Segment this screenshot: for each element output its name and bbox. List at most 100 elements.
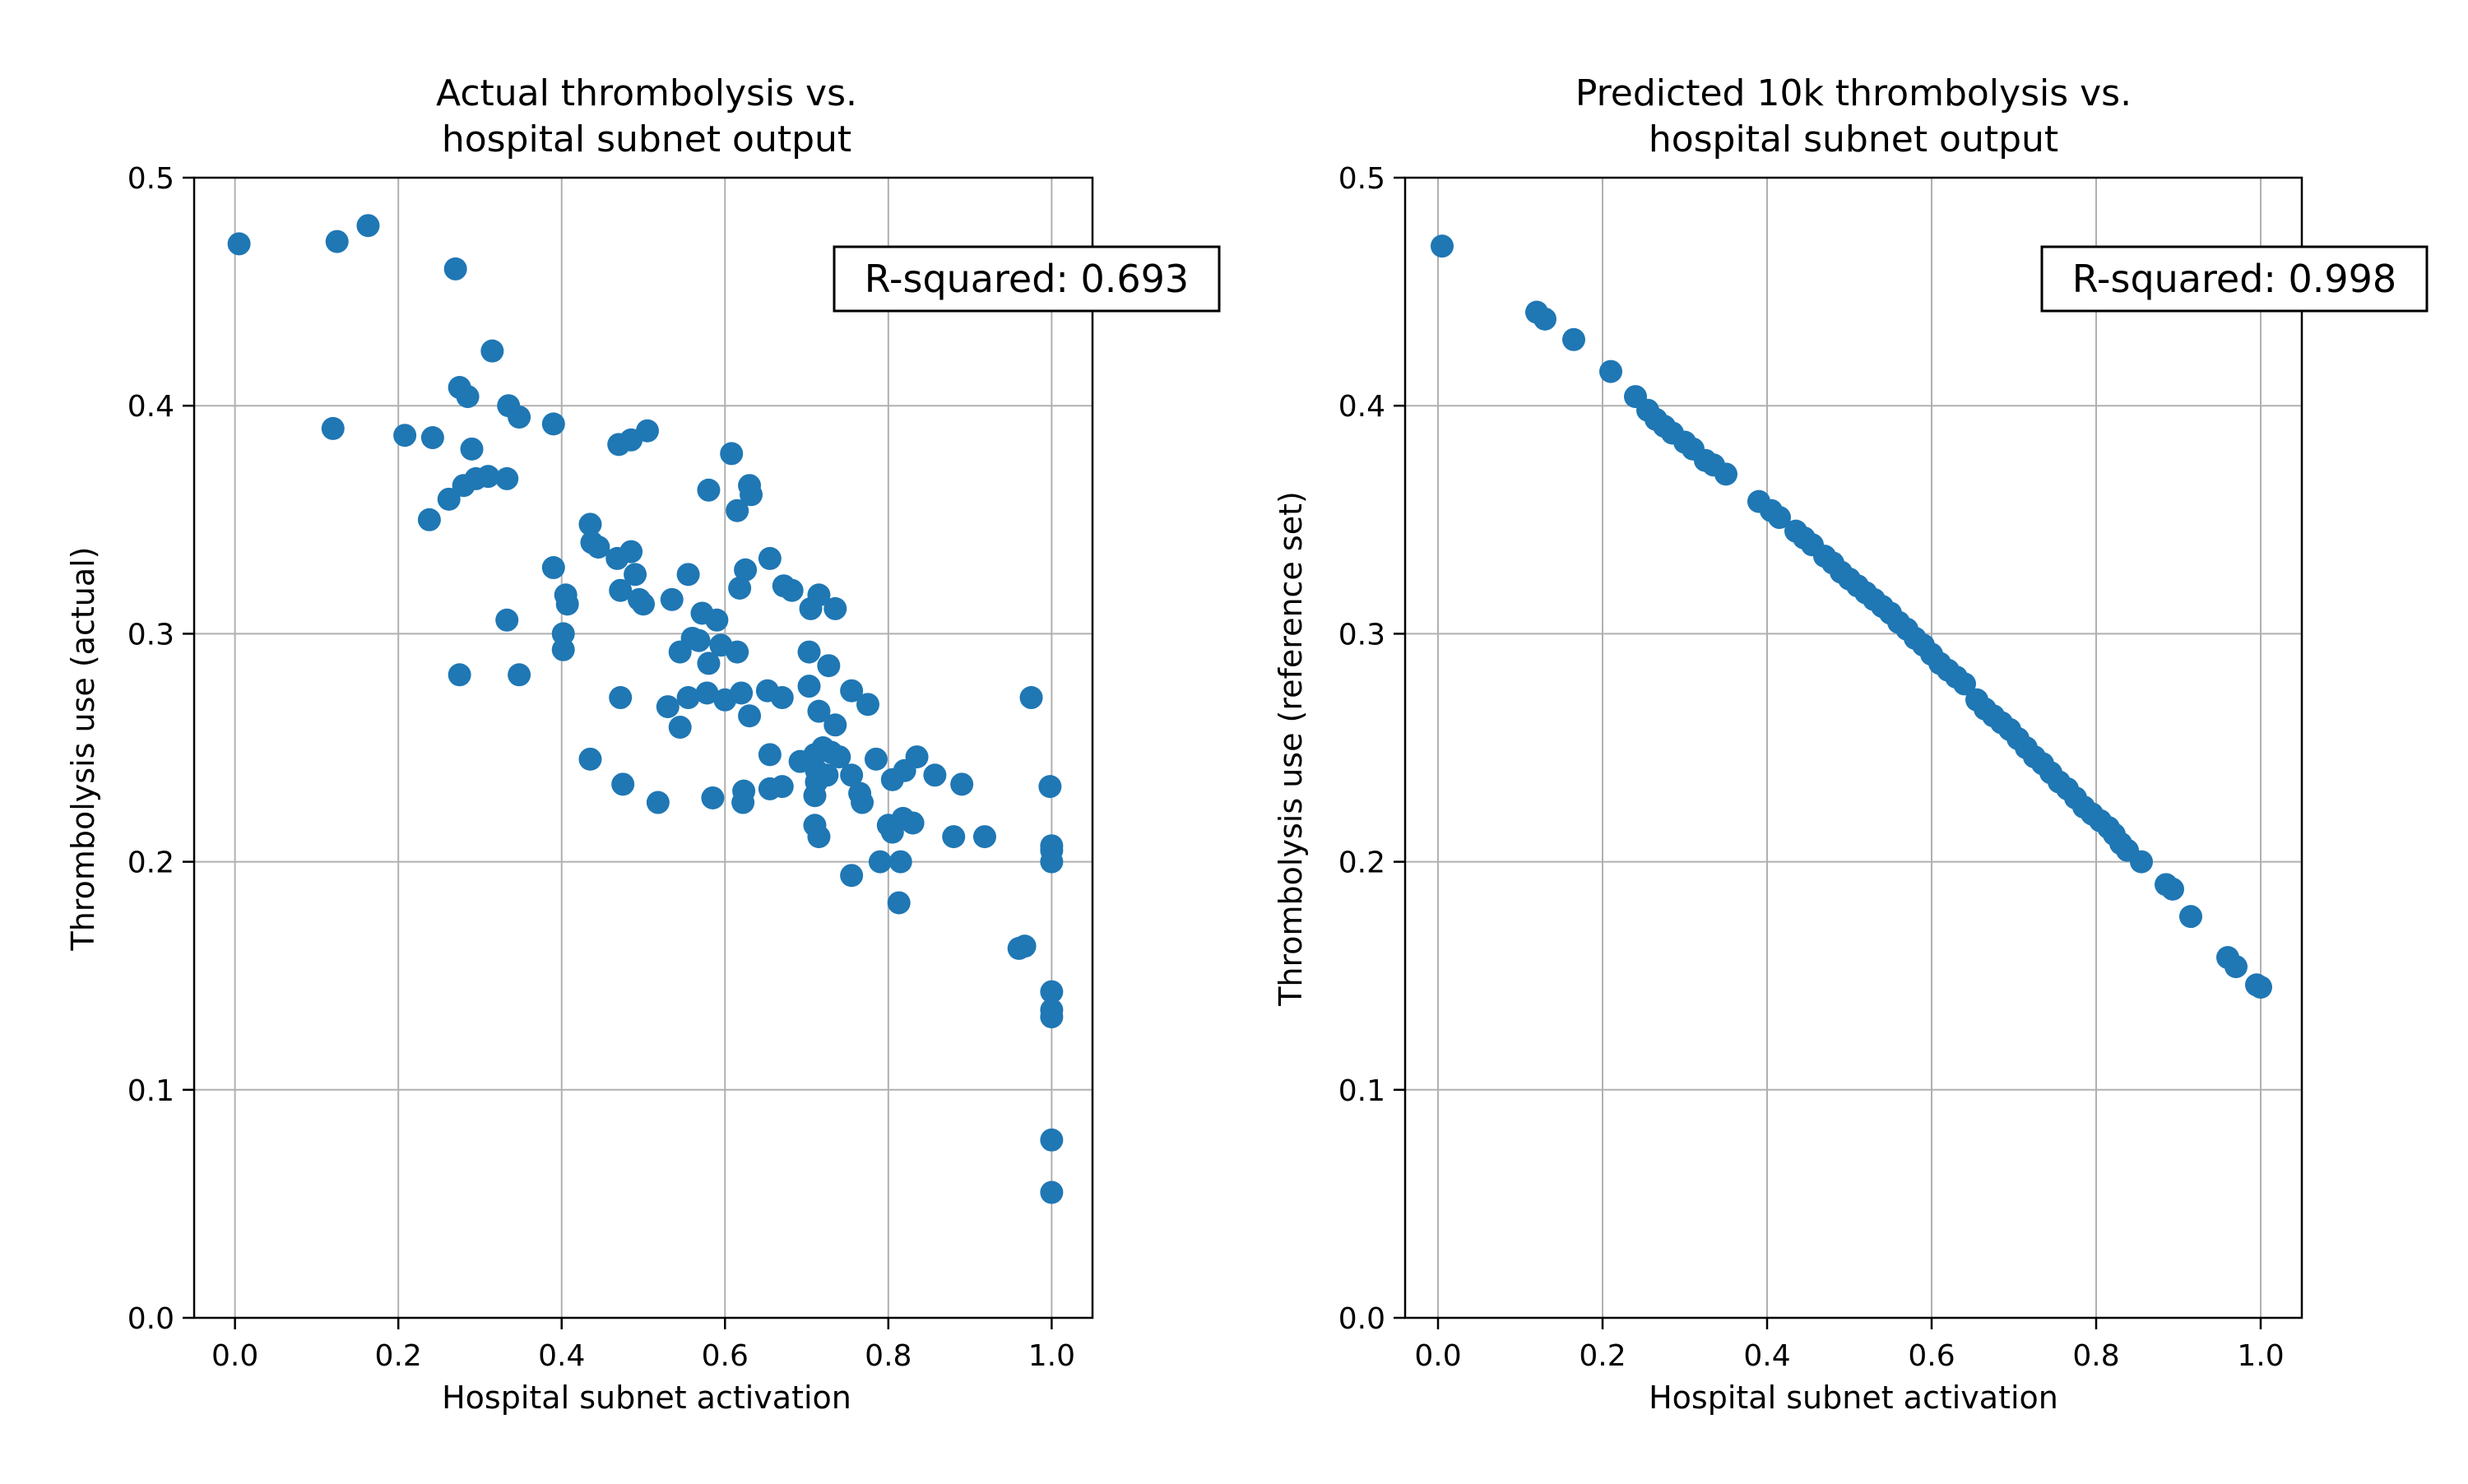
left-x-tick-label: 0.4 bbox=[538, 1339, 585, 1373]
left-chart-title-line2: hospital subnet output bbox=[442, 118, 851, 160]
left-data-point bbox=[1040, 1128, 1064, 1152]
left-data-point bbox=[611, 772, 635, 796]
left-data-point bbox=[555, 592, 579, 616]
left-x-tick-label: 1.0 bbox=[1028, 1339, 1075, 1373]
left-data-point bbox=[797, 675, 821, 698]
left-data-point bbox=[1040, 980, 1064, 1004]
left-data-point bbox=[942, 825, 966, 849]
left-data-point bbox=[823, 713, 847, 737]
left-x-tick-label: 0.2 bbox=[375, 1339, 422, 1373]
left-data-point bbox=[923, 763, 947, 787]
left-data-point bbox=[393, 424, 417, 448]
right-r-squared-annotation: R-squared: 0.998 bbox=[2040, 245, 2429, 313]
right-x-tick-label: 1.0 bbox=[2237, 1339, 2284, 1373]
right-y-tick-label: 0.2 bbox=[1338, 846, 1385, 880]
left-data-point bbox=[578, 512, 602, 536]
right-y-tick-label: 0.4 bbox=[1338, 390, 1385, 424]
left-data-point bbox=[1038, 775, 1062, 799]
left-r-squared-annotation: R-squared: 0.693 bbox=[833, 245, 1221, 313]
right-r-squared-box bbox=[2040, 245, 2429, 313]
left-data-point bbox=[609, 686, 633, 710]
left-y-tick-label: 0.2 bbox=[128, 846, 174, 880]
left-x-axis-label: Hospital subnet activation bbox=[442, 1380, 851, 1416]
left-data-point bbox=[840, 679, 864, 703]
right-data-point bbox=[2249, 976, 2272, 999]
left-data-point bbox=[905, 745, 929, 769]
left-data-point bbox=[697, 478, 721, 502]
left-data-points bbox=[227, 214, 1064, 1204]
left-data-point bbox=[437, 487, 461, 511]
left-data-point bbox=[758, 743, 782, 767]
left-data-point bbox=[417, 508, 441, 531]
left-data-point bbox=[840, 763, 864, 787]
right-data-point bbox=[1533, 307, 1556, 331]
left-data-point bbox=[619, 540, 643, 563]
left-data-point bbox=[476, 465, 500, 489]
left-data-point bbox=[807, 699, 831, 723]
left-data-point bbox=[676, 563, 700, 587]
left-data-point bbox=[726, 499, 749, 522]
left-y-tick-label: 0.0 bbox=[128, 1302, 174, 1336]
left-data-point bbox=[868, 850, 892, 874]
left-data-point bbox=[495, 466, 519, 490]
right-x-tick-label: 0.8 bbox=[2072, 1339, 2119, 1373]
left-data-point bbox=[901, 811, 925, 835]
left-data-point bbox=[635, 419, 659, 443]
left-y-tick-label: 0.3 bbox=[128, 618, 174, 652]
left-data-point bbox=[950, 772, 974, 796]
left-data-point bbox=[856, 693, 879, 716]
left-data-point bbox=[840, 864, 864, 888]
left-data-point bbox=[697, 652, 721, 675]
left-data-point bbox=[864, 747, 888, 771]
left-data-point bbox=[797, 640, 821, 664]
left-chart-panel: Actual thrombolysis vs. hospital subnet … bbox=[65, 72, 857, 1416]
left-x-tick-label: 0.8 bbox=[865, 1339, 912, 1373]
left-data-point bbox=[443, 257, 467, 281]
left-data-point bbox=[803, 784, 827, 808]
left-data-point bbox=[705, 608, 729, 632]
left-axes-frame bbox=[193, 176, 1094, 1319]
left-data-point bbox=[325, 230, 349, 253]
left-data-point bbox=[851, 791, 874, 814]
right-data-point bbox=[1714, 462, 1737, 486]
left-data-point bbox=[726, 640, 749, 664]
left-data-point bbox=[972, 825, 996, 849]
right-x-tick-label: 0.4 bbox=[1743, 1339, 1790, 1373]
left-data-point bbox=[888, 850, 912, 874]
left-data-point bbox=[551, 622, 575, 646]
right-y-axis-label: Thrombolysis use (reference set) bbox=[1273, 491, 1309, 1007]
left-data-point bbox=[227, 232, 251, 256]
left-x-tick-label: 0.6 bbox=[702, 1339, 749, 1373]
left-data-point bbox=[668, 640, 692, 664]
left-data-point bbox=[1013, 934, 1037, 958]
left-data-point bbox=[887, 891, 911, 915]
right-data-point bbox=[2161, 877, 2184, 901]
left-data-point bbox=[738, 704, 762, 728]
left-data-point bbox=[551, 638, 575, 661]
left-data-point bbox=[508, 663, 531, 687]
right-data-point bbox=[2179, 905, 2202, 929]
left-data-point bbox=[734, 558, 758, 582]
left-data-point bbox=[731, 791, 755, 814]
left-data-point bbox=[578, 747, 602, 771]
left-data-point bbox=[701, 786, 725, 809]
left-data-point bbox=[676, 686, 700, 710]
right-r-squared-text: R-squared: 0.998 bbox=[2072, 257, 2396, 301]
left-plot-area: 0.0 0.2 0.4 0.6 0.8 1.0 0.0 0.1 0.2 0.3 0.4 0.5 R-sq… bbox=[128, 162, 1221, 1373]
right-y-tick-label: 0.1 bbox=[1338, 1074, 1385, 1108]
left-data-point bbox=[1040, 850, 1064, 874]
right-data-point bbox=[1953, 672, 1976, 696]
left-data-point bbox=[770, 775, 794, 799]
left-data-point bbox=[695, 681, 719, 705]
left-data-point bbox=[720, 442, 744, 466]
left-data-point bbox=[1040, 1005, 1064, 1029]
left-data-point bbox=[609, 578, 633, 602]
left-data-point bbox=[780, 578, 804, 602]
left-data-point bbox=[420, 426, 444, 450]
left-data-point bbox=[730, 681, 754, 705]
left-data-point bbox=[624, 563, 647, 587]
left-data-point bbox=[632, 592, 655, 616]
left-data-point bbox=[668, 716, 692, 740]
left-data-point bbox=[587, 536, 610, 559]
